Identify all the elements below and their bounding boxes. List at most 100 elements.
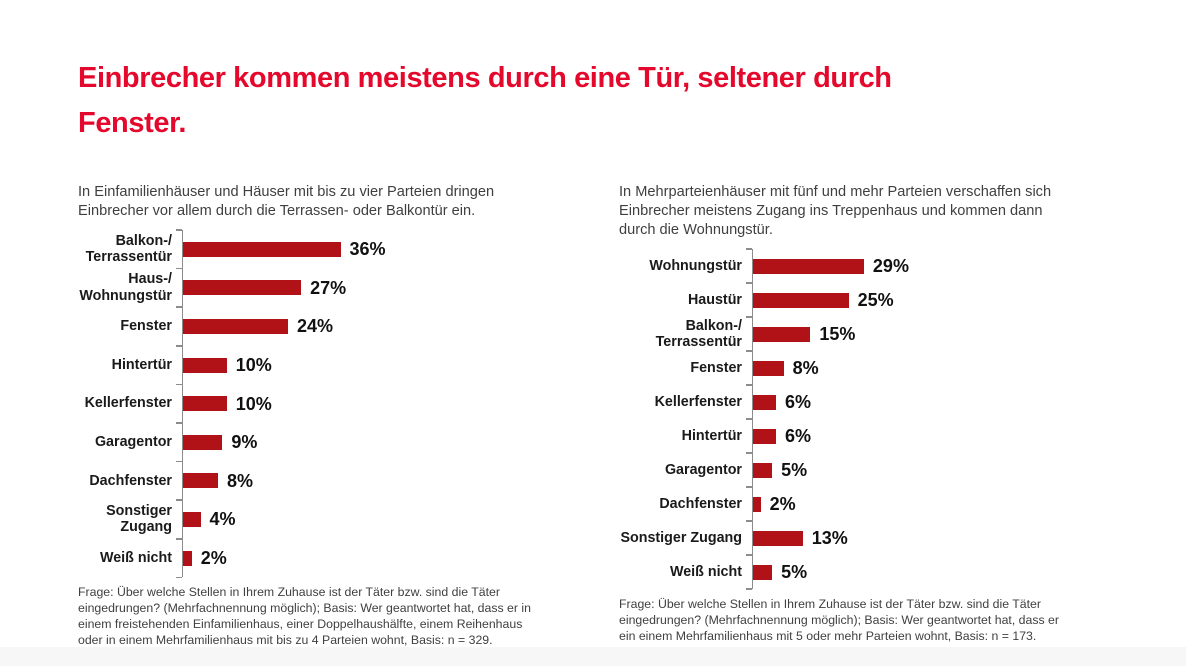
chart-row: Hintertür 10% — [56, 345, 558, 385]
chart-row: Sonstiger Zugang 13% — [619, 520, 1099, 555]
chart-row: Weiß nicht 2% — [56, 538, 558, 578]
chart-row: Balkon-/ Terrassentür 36% — [56, 229, 558, 269]
bar-plot-area: 2% — [175, 538, 558, 578]
bar — [183, 318, 288, 334]
bar-category-label: Kellerfenster — [84, 395, 172, 412]
bar-value-label: 5% — [781, 460, 808, 480]
bar-plot-area: 5% — [745, 452, 1099, 487]
bar-plot-area: 8% — [175, 460, 558, 501]
bar-category-label: Haus-/ Wohnungstür — [79, 271, 172, 304]
bar-category-label: Garagentor — [94, 434, 172, 451]
chart-row: Dachfenster 8% — [56, 460, 558, 501]
bar-value-label: 6% — [784, 392, 811, 412]
chart-row: Kellerfenster 10% — [56, 383, 558, 423]
bar-category-label: Fenster — [690, 359, 742, 376]
bar-plot-area: 8% — [745, 350, 1099, 385]
bar — [753, 496, 761, 512]
left-panel: In Einfamilienhäuser und Häuser mit bis … — [78, 183, 558, 649]
chart-row: Fenster 8% — [619, 350, 1099, 385]
chart-row: Balkon-/ Terrassentür 15% — [619, 316, 1099, 351]
bar — [753, 462, 773, 478]
bar-value-label: 36% — [349, 239, 386, 260]
right-chart-footnote: Frage: Über welche Stellen in Ihrem Zuha… — [619, 597, 1059, 643]
bar-category-label: Sonstiger Zugang — [106, 502, 172, 536]
bar — [753, 258, 864, 274]
bar-plot-area: 2% — [745, 486, 1099, 521]
bar — [753, 360, 784, 376]
bar-category-label: Dachfenster — [659, 495, 742, 512]
bar — [753, 530, 803, 546]
bar-value-label: 2% — [769, 494, 796, 514]
right-bar-chart: Wohnungstür 29% Haustür 25% Balkon-/ Terrass… — [619, 248, 1099, 590]
bar — [183, 473, 218, 489]
bar-plot-area: 27% — [175, 267, 558, 308]
chart-row: Hintertür 6% — [619, 418, 1099, 453]
bar-plot-area: 36% — [175, 229, 558, 269]
bar-category-label: Kellerfenster — [654, 393, 742, 410]
chart-row: Fenster 24% — [56, 306, 558, 346]
bar-value-label: 24% — [297, 316, 334, 337]
right-chart-intro: In Mehrparteienhäuser mit fünf und mehr … — [619, 184, 1052, 238]
bar — [183, 280, 302, 296]
bar-category-label: Garagentor — [664, 461, 742, 478]
bar — [183, 357, 227, 373]
chart-row: Weiß nicht 5% — [619, 554, 1099, 590]
bar — [183, 396, 227, 412]
bar-value-label: 29% — [872, 256, 909, 276]
bar-plot-area: 29% — [745, 248, 1099, 283]
bar-category-label: Haustür — [687, 291, 742, 308]
bar-plot-area: 4% — [175, 499, 558, 539]
left-chart-footnote: Frage: Über welche Stellen in Ihrem Zuha… — [78, 585, 531, 647]
chart-row: Wohnungstür 29% — [619, 248, 1099, 283]
bar — [753, 428, 776, 444]
bar-plot-area: 24% — [175, 306, 558, 346]
bar-plot-area: 6% — [745, 418, 1099, 453]
right-panel: In Mehrparteienhäuser mit fünf und mehr … — [619, 183, 1099, 649]
bar-category-label: Weiß nicht — [99, 549, 172, 566]
chart-row: Garagentor 5% — [619, 452, 1099, 487]
bar-category-label: Wohnungstür — [649, 257, 742, 274]
bar-plot-area: 15% — [745, 316, 1099, 351]
bar-value-label: 10% — [235, 393, 272, 414]
bar-value-label: 27% — [310, 277, 347, 298]
bar — [753, 564, 773, 580]
bar-category-label: Hintertür — [111, 356, 172, 373]
bar-value-label: 13% — [811, 528, 848, 548]
left-chart-intro: In Einfamilienhäuser und Häuser mit bis … — [78, 184, 495, 219]
bar-plot-area: 10% — [175, 345, 558, 385]
bar-category-label: Balkon-/ Terrassentür — [655, 317, 742, 351]
bar — [183, 550, 192, 566]
bar-value-label: 2% — [200, 548, 227, 569]
bar — [183, 241, 341, 257]
bar-plot-area: 9% — [175, 422, 558, 462]
left-bar-chart: Balkon-/ Terrassentür 36% Haus-/ Wohnungst… — [56, 229, 558, 578]
bar-plot-area: 5% — [745, 554, 1099, 590]
bar-plot-area: 10% — [175, 383, 558, 423]
bar-value-label: 9% — [231, 432, 258, 453]
page-title: Einbrecher kommen meistens durch eine Tü… — [78, 62, 892, 139]
bar-value-label: 8% — [227, 470, 254, 491]
bar-category-label: Dachfenster — [89, 472, 172, 489]
bottom-strip — [0, 647, 1186, 666]
bar-category-label: Balkon-/ Terrassentür — [85, 232, 172, 266]
bar-value-label: 5% — [781, 562, 808, 582]
bar-category-label: Fenster — [120, 318, 172, 335]
chart-row: Dachfenster 2% — [619, 486, 1099, 521]
bar — [183, 434, 223, 450]
chart-row: Sonstiger Zugang 4% — [56, 499, 558, 539]
bar-value-label: 15% — [819, 324, 856, 344]
chart-columns: In Einfamilienhäuser und Häuser mit bis … — [78, 183, 1099, 649]
bar — [753, 292, 849, 308]
bar-value-label: 25% — [857, 290, 894, 310]
bar — [753, 326, 811, 342]
bar — [183, 511, 201, 527]
bar — [753, 394, 776, 410]
bar-value-label: 10% — [235, 355, 272, 376]
bar-plot-area: 25% — [745, 282, 1099, 317]
bar-value-label: 8% — [792, 358, 819, 378]
bar-category-label: Hintertür — [681, 427, 742, 444]
bar-category-label: Weiß nicht — [669, 563, 742, 580]
chart-row: Haustür 25% — [619, 282, 1099, 317]
chart-row: Haus-/ Wohnungstür 27% — [56, 267, 558, 308]
bar-plot-area: 13% — [745, 520, 1099, 555]
